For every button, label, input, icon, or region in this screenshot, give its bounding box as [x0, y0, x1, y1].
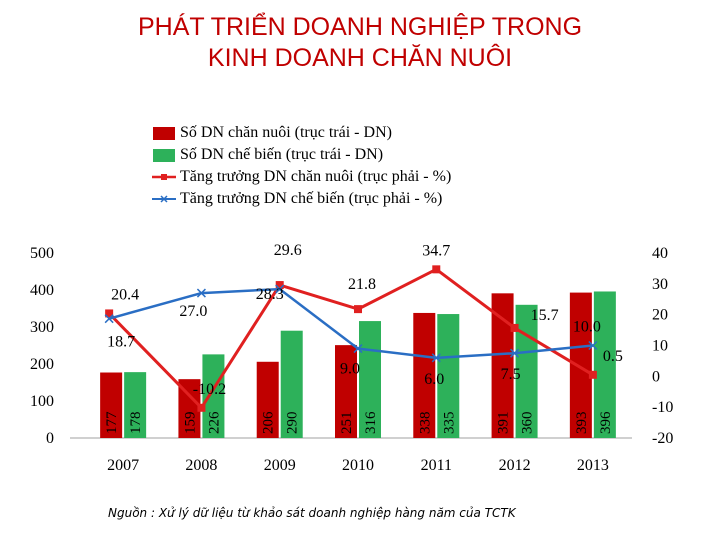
line-value-label: 29.6 [274, 242, 302, 259]
marker-processing-growth [431, 353, 441, 363]
bar-livestock [256, 361, 279, 438]
bar-value-label: 338 [417, 412, 433, 435]
marker-livestock-growth [354, 305, 362, 314]
marker-livestock-growth [510, 323, 519, 332]
page-title: PHÁT TRIỂN DOANH NGHIỆP TRONG KINH DOANH… [0, 12, 720, 74]
bar-value-label: 206 [261, 411, 277, 434]
legend-item-processing-growth: Tăng trưởng DN chế biến (trục phải - %) [152, 188, 451, 210]
x-tick-label: 2010 [342, 457, 374, 474]
line-value-label: 0.5 [603, 348, 623, 365]
y-left-tick-label: 0 [46, 430, 54, 447]
legend-swatch-livestock-line [152, 170, 176, 184]
title-line-2: KINH DOANH CHĂN NUÔI [207, 44, 513, 72]
bar-processing [593, 291, 616, 438]
chart-legend: Số DN chăn nuôi (trục trái - DN) Số DN c… [152, 122, 451, 210]
bar-value-label: 335 [441, 412, 457, 435]
marker-processing-growth [353, 344, 363, 354]
bar-processing [202, 354, 225, 438]
marker-processing-growth [275, 284, 285, 294]
marker-processing-growth [588, 340, 598, 351]
bar-value-label: 290 [285, 412, 301, 435]
line-value-label: 18.7 [107, 334, 135, 351]
legend-swatch-processing-bar [152, 148, 176, 162]
bar-livestock [413, 312, 436, 438]
y-left-tick-label: 100 [30, 393, 54, 410]
line-livestock-growth-start [108, 312, 203, 409]
bar-value-label: 177 [104, 411, 120, 434]
legend-label: Số DN chăn nuôi (trục trái - DN) [180, 124, 392, 141]
bar-value-label: 251 [339, 412, 355, 435]
x-tick-label: 2009 [264, 457, 296, 474]
marker-livestock-growth [275, 281, 284, 290]
line-value-label: 20.4 [111, 286, 139, 303]
title-line-1: PHÁT TRIỂN DOANH NGHIỆP TRONG [137, 13, 583, 41]
legend-label: Số DN chế biến (trục trái - DN) [180, 146, 384, 163]
line-value-label: 21.8 [348, 276, 376, 293]
legend-label: Tăng trưởng DN chăn nuôi (trục phải - %) [180, 168, 452, 185]
y-left-tick-label: 400 [30, 282, 54, 299]
bar-livestock [569, 292, 592, 438]
bar-value-label: 391 [496, 412, 512, 434]
y-right-tick-label: 10 [652, 338, 668, 355]
bar-value-label: 393 [574, 412, 590, 435]
line-processing-growth [201, 287, 593, 360]
legend-item-livestock-count: Số DN chăn nuôi (trục trái - DN) [152, 122, 451, 144]
legend-swatch-processing-line [152, 192, 176, 206]
marker-processing-growth [196, 288, 206, 298]
legend-item-processing-count: Số DN chế biến (trục trái - DN) [152, 144, 451, 166]
bar-value-label: 360 [520, 412, 536, 435]
line-value-label: 15.7 [531, 307, 559, 324]
y-right-tick-label: 0 [652, 368, 660, 385]
line-value-label: 27.0 [179, 303, 207, 320]
line-value-label: -10.2 [193, 381, 226, 398]
marker-livestock-growth [588, 370, 597, 379]
bar-value-label: 316 [363, 411, 379, 434]
bar-livestock [100, 372, 123, 438]
legend-label: Tăng trưởng DN chế biến (trục phải - %) [180, 190, 443, 207]
bar-processing [280, 330, 303, 438]
y-right-tick-label: -10 [652, 399, 673, 416]
line-livestock-growth [200, 267, 594, 409]
bar-value-label: 159 [182, 412, 198, 435]
line-value-label: 6.0 [424, 371, 444, 388]
marker-livestock-growth [432, 265, 441, 274]
bar-value-label: 226 [206, 411, 222, 434]
legend-swatch-livestock-bar [152, 126, 176, 140]
x-tick-label: 2011 [421, 457, 452, 474]
marker-livestock-growth [105, 309, 114, 318]
line-value-label: 9.0 [340, 361, 360, 378]
source-note: Nguồn : Xử lý dữ liệu từ khảo sát doanh … [108, 506, 516, 520]
line-value-label: 28.3 [256, 286, 284, 303]
line-processing-growth-start [108, 291, 202, 320]
line-value-label: 34.7 [422, 242, 450, 259]
y-left-tick-label: 300 [30, 319, 54, 336]
marker-processing-growth [510, 348, 520, 358]
line-value-label: 7.5 [501, 366, 521, 383]
x-tick-label: 2008 [185, 457, 217, 474]
bar-processing [437, 314, 460, 438]
bar-value-label: 178 [128, 412, 144, 435]
bar-value-label: 396 [598, 411, 614, 434]
bar-processing [124, 372, 147, 438]
y-right-tick-label: 40 [652, 245, 668, 262]
y-left-tick-label: 200 [30, 356, 54, 373]
legend-item-livestock-growth: Tăng trưởng DN chăn nuôi (trục phải - %) [152, 166, 451, 188]
marker-processing-growth [104, 314, 114, 324]
y-right-tick-label: -20 [652, 430, 673, 447]
line-value-label: 10.0 [573, 319, 601, 336]
y-left-tick-label: 500 [30, 245, 54, 262]
x-tick-label: 2012 [499, 457, 531, 474]
x-tick-label: 2007 [107, 457, 139, 474]
bar-livestock [178, 379, 201, 438]
y-right-tick-label: 30 [652, 276, 668, 293]
x-tick-label: 2013 [577, 457, 609, 474]
y-right-tick-label: 20 [652, 307, 668, 324]
bar-livestock [491, 293, 514, 438]
bar-livestock [335, 345, 357, 438]
